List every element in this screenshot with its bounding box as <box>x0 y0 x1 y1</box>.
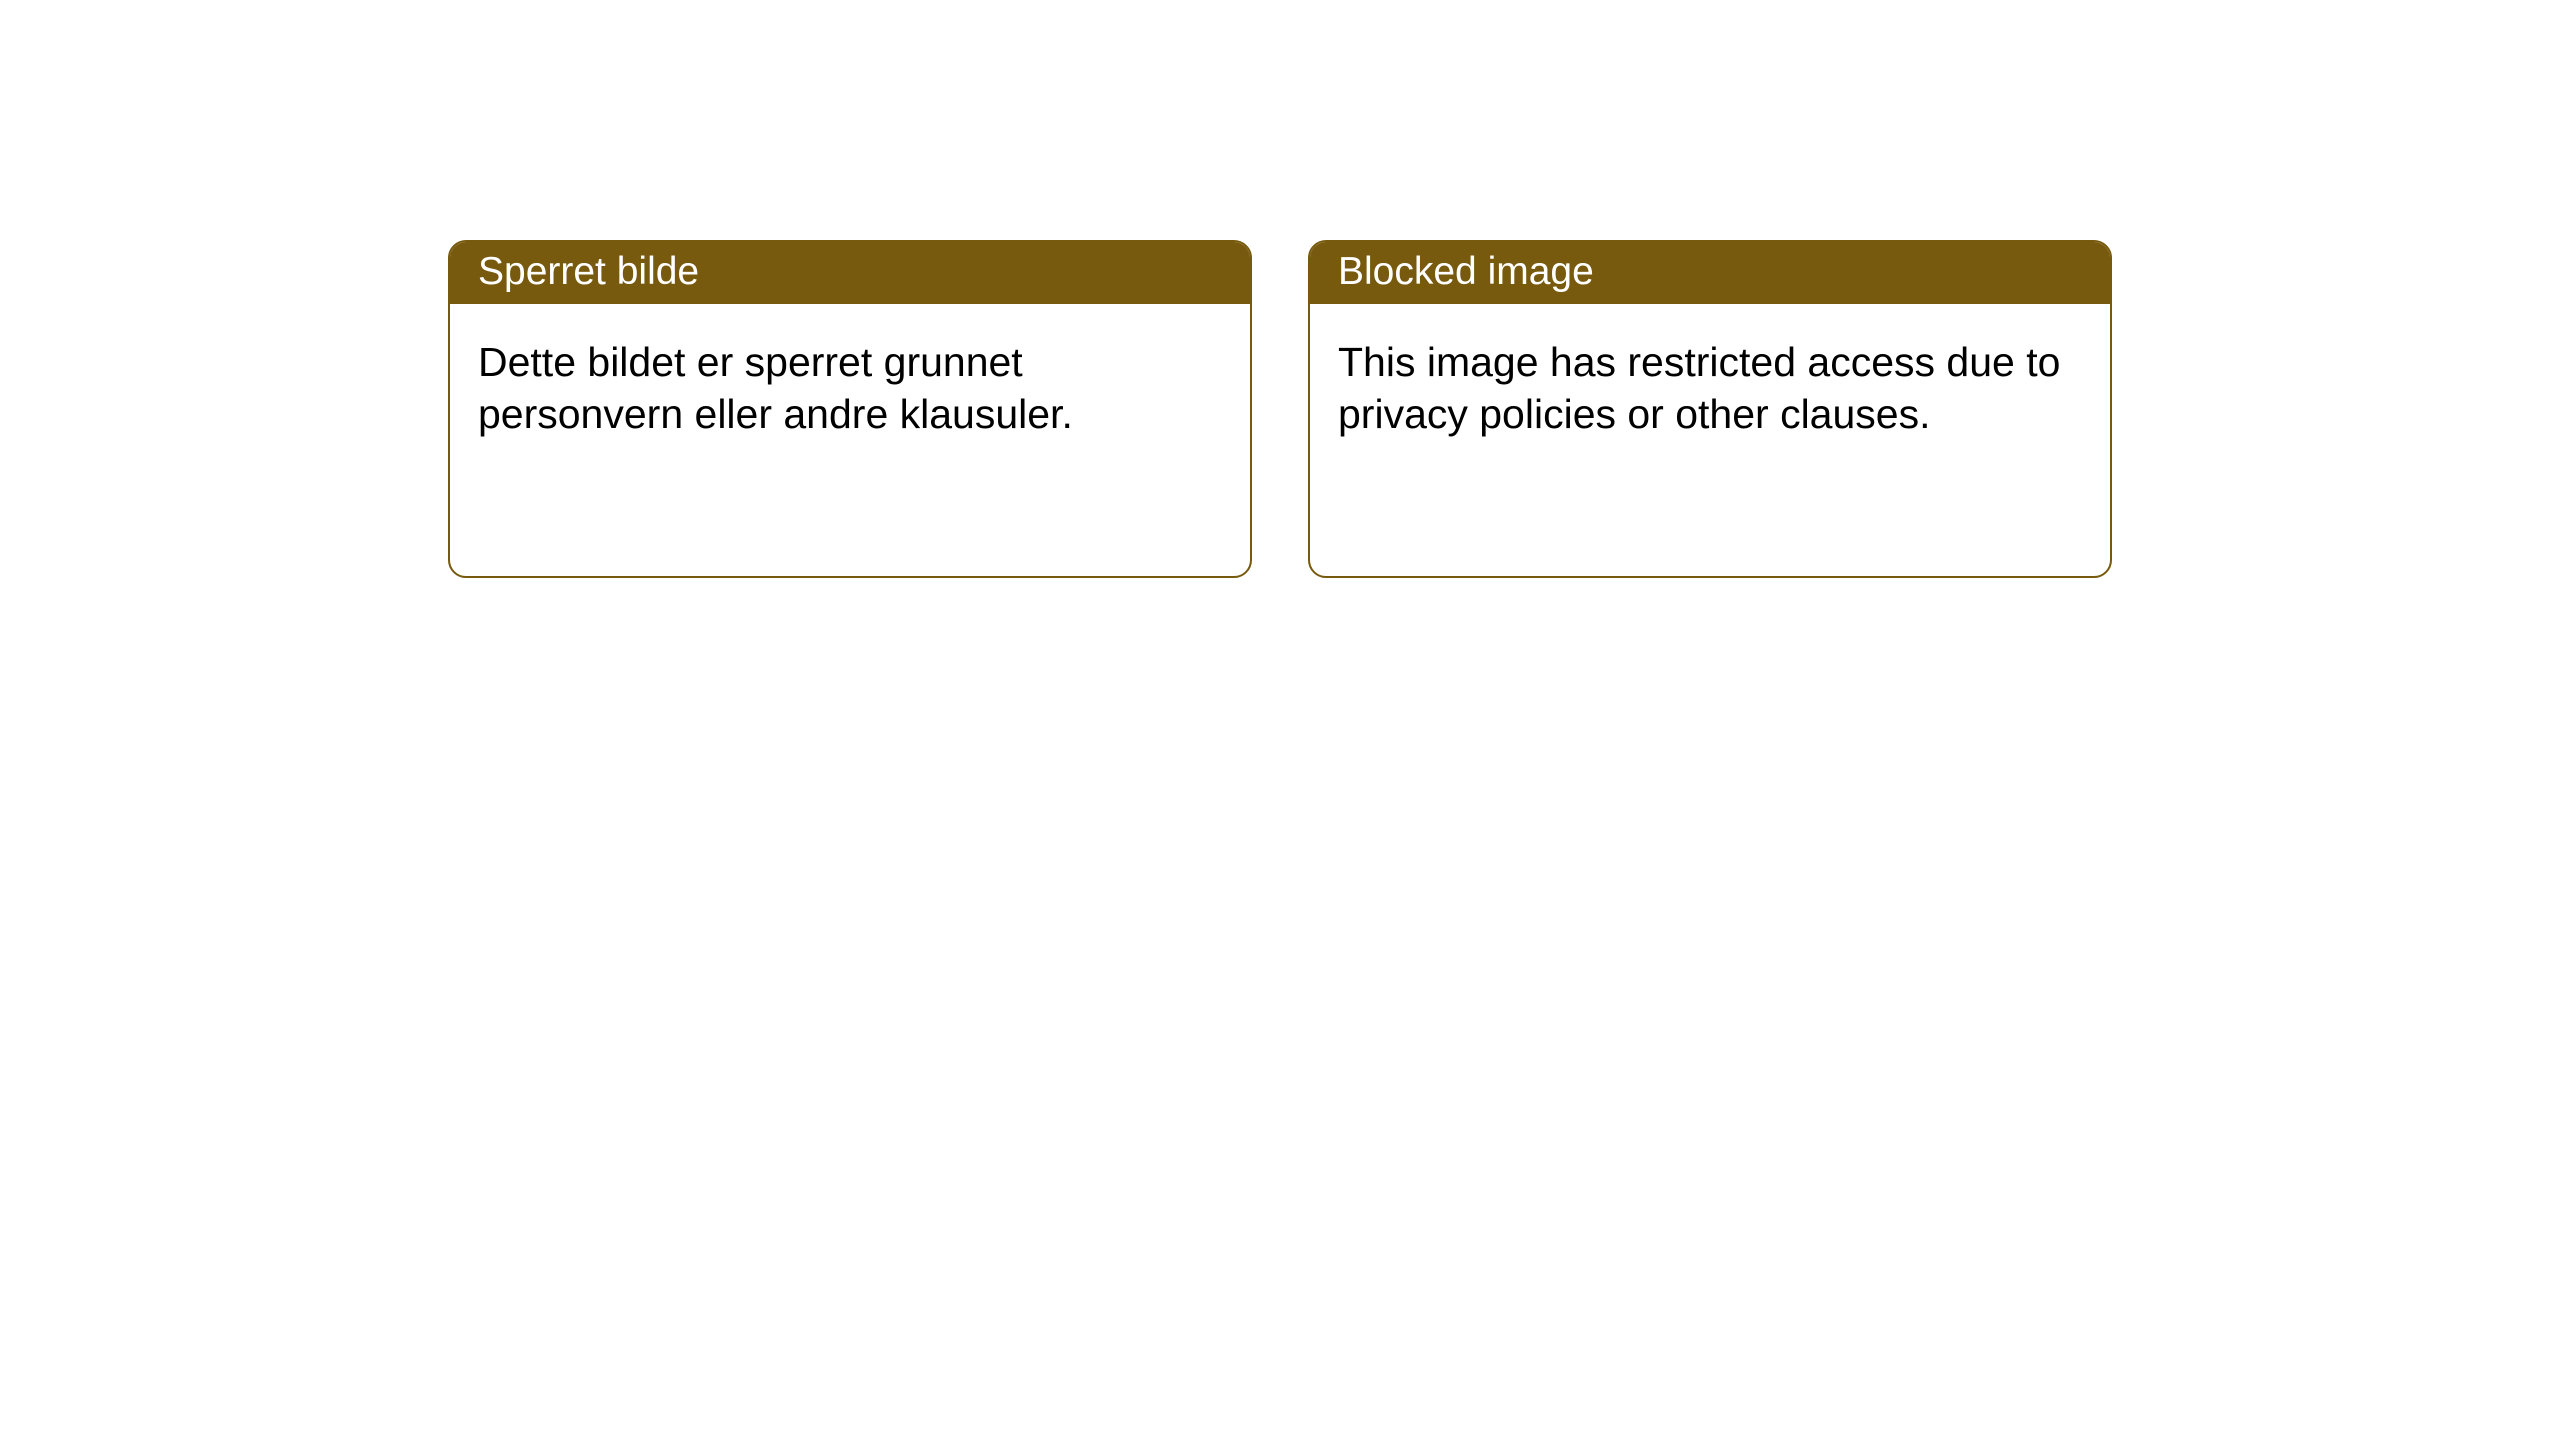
notice-header: Sperret bilde <box>450 242 1250 304</box>
notice-body-text: Dette bildet er sperret grunnet personve… <box>450 304 1250 473</box>
notice-body-text: This image has restricted access due to … <box>1310 304 2110 473</box>
notice-container: Sperret bilde Dette bildet er sperret gr… <box>0 0 2560 578</box>
notice-card-norwegian: Sperret bilde Dette bildet er sperret gr… <box>448 240 1252 578</box>
notice-header: Blocked image <box>1310 242 2110 304</box>
notice-card-english: Blocked image This image has restricted … <box>1308 240 2112 578</box>
